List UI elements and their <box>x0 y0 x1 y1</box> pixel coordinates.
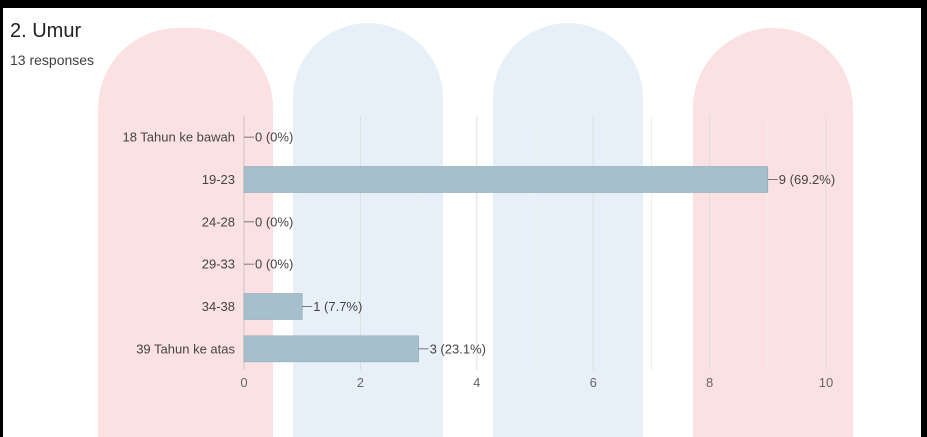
category-label: 18 Tahun ke bawah <box>122 130 235 145</box>
category-label: 39 Tahun ke atas <box>136 341 235 356</box>
chart-card: 2. Umur 13 responses 0 2 4 6 8 10 18 Tahun ke … <box>3 8 921 437</box>
bar <box>243 335 419 363</box>
watermark-shape-center-right <box>493 23 643 437</box>
data-label: 0 (0%) <box>255 130 293 145</box>
category-label: 24-28 <box>202 214 235 229</box>
x-tick-label: 10 <box>819 375 833 390</box>
category-label: 34-38 <box>202 299 235 314</box>
x-tick-label: 4 <box>473 375 480 390</box>
x-tick-label: 6 <box>590 375 597 390</box>
bar <box>243 166 769 193</box>
watermark-shape-center-left <box>293 23 443 437</box>
bar-chart: 0 2 4 6 8 10 18 Tahun ke bawah 0 (0%) 19-23 9 (69… <box>122 116 835 390</box>
data-label: 9 (69.2%) <box>779 172 835 187</box>
response-count: 13 responses <box>10 52 95 68</box>
x-tick-label: 0 <box>240 375 247 390</box>
x-tick-label: 2 <box>357 375 364 390</box>
category-label: 29-33 <box>202 257 235 272</box>
data-label: 0 (0%) <box>255 257 293 272</box>
data-label: 3 (23.1%) <box>430 341 486 356</box>
question-title: 2. Umur <box>10 20 82 42</box>
data-label: 1 (7.7%) <box>313 299 362 314</box>
category-label: 19-23 <box>202 172 235 187</box>
x-tick-label: 8 <box>706 375 713 390</box>
bar <box>243 293 303 320</box>
data-label: 0 (0%) <box>255 214 293 229</box>
